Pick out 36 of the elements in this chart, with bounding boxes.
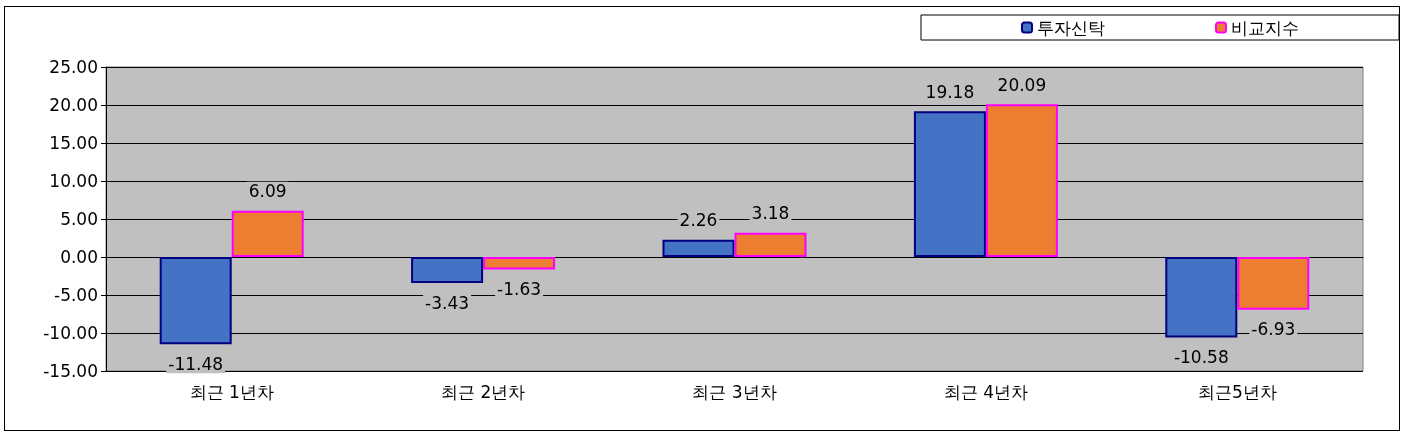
data-label: 20.09 (997, 74, 1047, 95)
data-label: 2.26 (679, 210, 718, 231)
bar (483, 257, 556, 270)
y-tick-label: 15.00 (49, 133, 98, 153)
y-tick-label: -15.00 (43, 361, 98, 381)
data-label: -11.48 (168, 353, 224, 374)
y-tick-label: -10.00 (43, 323, 98, 343)
bar (913, 111, 986, 257)
bar (1237, 257, 1310, 310)
y-tick-label: -5.00 (54, 285, 98, 305)
data-label: -1.63 (497, 278, 542, 299)
data-label: -10.58 (1173, 346, 1229, 367)
data-label: 3.18 (751, 203, 790, 224)
data-label: 19.18 (925, 81, 975, 102)
y-tick-label: 20.00 (49, 95, 98, 115)
bar (734, 232, 807, 257)
bar (985, 104, 1058, 257)
bar (159, 257, 232, 345)
legend-label: 투자신탁 (1037, 17, 1105, 38)
data-label: 6.09 (248, 181, 287, 202)
y-tick-label: 0.00 (60, 247, 98, 267)
x-tick-label: 최근 4년차 (943, 381, 1029, 402)
data-label: -3.43 (425, 292, 470, 313)
data-label: -6.93 (1251, 319, 1296, 340)
y-tick-label: 10.00 (49, 171, 98, 191)
y-tick-label: 25.00 (49, 57, 98, 77)
bar (231, 210, 304, 257)
x-tick-label: 최근5년차 (1197, 381, 1277, 402)
bar (1165, 257, 1238, 338)
bar (411, 257, 484, 284)
y-tick-label: 5.00 (60, 209, 98, 229)
legend-label: 비교지수 (1231, 17, 1299, 38)
x-tick-label: 최근 2년차 (440, 381, 526, 402)
x-tick-label: 최근 1년차 (189, 381, 274, 402)
x-tick-label: 최근 3년차 (692, 381, 777, 402)
bar (662, 239, 735, 257)
